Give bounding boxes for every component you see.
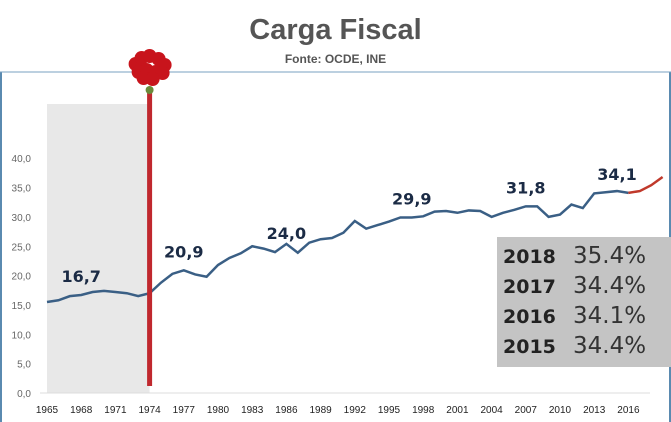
- data-label: 34,1: [597, 165, 636, 184]
- table-row: 2016 34.1%: [503, 303, 646, 333]
- data-label: 20,9: [164, 242, 203, 261]
- marker-line-1974: [147, 88, 153, 386]
- x-tick-label: 1986: [275, 405, 298, 416]
- x-tick-label: 2007: [515, 405, 538, 416]
- table-row: 2015 34.4%: [503, 333, 646, 363]
- table-row: 2017 34.4%: [503, 273, 646, 303]
- x-tick-label: 2010: [549, 405, 572, 416]
- x-tick-label: 1989: [309, 405, 332, 416]
- value: 35.4%: [573, 243, 647, 269]
- y-tick-label: 35,0: [12, 184, 32, 195]
- x-tick-label: 1977: [173, 405, 196, 416]
- shaded-region: [47, 104, 150, 393]
- x-tick-label: 1971: [104, 405, 127, 416]
- y-tick-label: 0,0: [17, 389, 31, 400]
- y-tick-label: 40,0: [12, 154, 32, 165]
- x-tick-label: 2016: [617, 405, 640, 416]
- value: 34.4%: [573, 333, 647, 359]
- y-tick-label: 15,0: [12, 301, 32, 312]
- year: 2017: [503, 276, 556, 298]
- y-tick-label: 30,0: [12, 213, 32, 224]
- recent-values-table: 2018 35.4% 2017 34.4% 2016 34.1% 2015 34.4%: [497, 237, 671, 367]
- x-tick-label: 1980: [207, 405, 230, 416]
- chart-subtitle: Fonte: OCDE, INE: [284, 52, 387, 66]
- data-label: 31,8: [506, 178, 545, 197]
- x-tick-label: 1992: [344, 405, 367, 416]
- value: 34.4%: [573, 273, 647, 299]
- x-tick-label: 1974: [138, 405, 161, 416]
- carnation-icon: [145, 72, 160, 86]
- year: 2018: [503, 246, 556, 268]
- x-tick-label: 1968: [70, 405, 93, 416]
- data-label: 24,0: [267, 224, 306, 243]
- year: 2015: [503, 336, 556, 358]
- x-tick-label: 1983: [241, 405, 264, 416]
- projection-line: [628, 175, 664, 195]
- data-label: 29,9: [392, 189, 431, 208]
- table-row: 2018 35.4%: [503, 243, 646, 273]
- x-tick-label: 2001: [446, 405, 469, 416]
- x-tick-label: 1995: [378, 405, 401, 416]
- carnation-stem-icon: [145, 86, 154, 94]
- x-tick-label: 1998: [412, 405, 435, 416]
- chart-title: Carga Fiscal: [249, 14, 422, 46]
- frame-left: [0, 72, 2, 422]
- data-label: 16,7: [61, 267, 100, 286]
- y-tick-label: 25,0: [12, 242, 32, 253]
- x-tick-label: 2013: [583, 405, 606, 416]
- year: 2016: [503, 306, 556, 328]
- series-line: [46, 189, 629, 304]
- value: 34.1%: [573, 303, 647, 329]
- y-tick-label: 5,0: [17, 360, 31, 371]
- x-tick-label: 2004: [480, 405, 503, 416]
- x-tick-label: 1965: [36, 405, 59, 416]
- y-tick-label: 20,0: [12, 272, 32, 283]
- y-tick-label: 10,0: [12, 330, 32, 341]
